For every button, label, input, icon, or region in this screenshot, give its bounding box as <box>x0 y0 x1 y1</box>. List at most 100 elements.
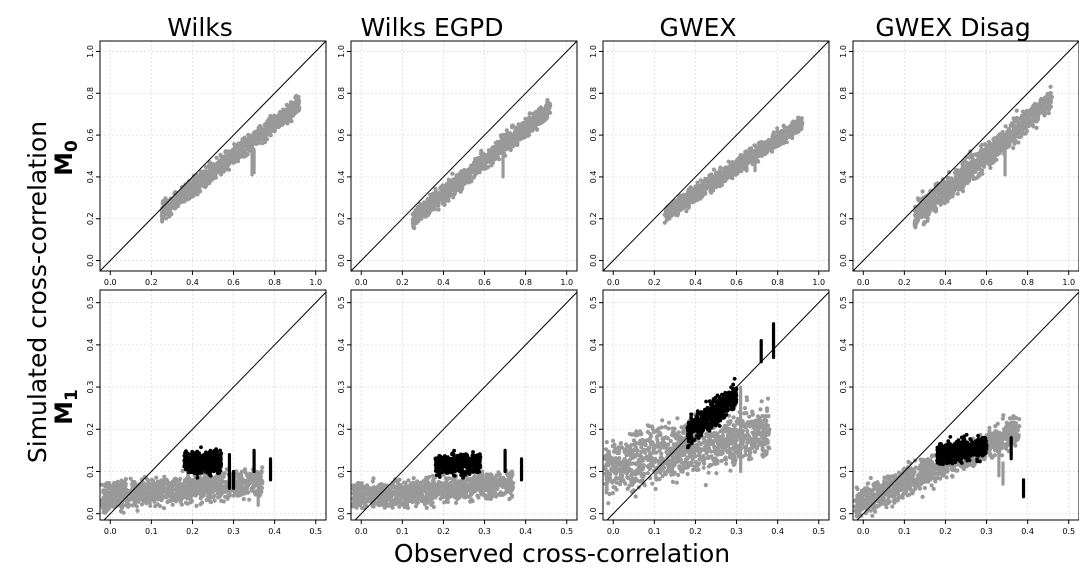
scatter-point <box>445 195 450 200</box>
column-title-gwex-disag: GWEX Disag <box>875 13 1030 42</box>
scatter-point <box>955 191 960 196</box>
scatter-point <box>960 161 965 166</box>
scatter-point <box>696 187 702 192</box>
scatter-point <box>259 137 264 142</box>
scatter-point <box>742 158 747 163</box>
scatter-point <box>432 193 437 198</box>
scatter-point <box>438 193 444 198</box>
scatter-point <box>1027 109 1032 114</box>
scatter-point <box>441 188 446 193</box>
scatter-point <box>445 186 450 191</box>
scatter-point <box>672 199 677 204</box>
row-label-m1-sub: 1 <box>62 389 82 401</box>
scatter-point <box>204 177 209 182</box>
scatter-point <box>287 115 293 120</box>
scatter-point <box>540 119 546 124</box>
scatter-point <box>469 179 474 184</box>
scatter-point <box>415 210 420 215</box>
scatter-point <box>166 206 171 211</box>
scatter-point <box>452 179 457 184</box>
scatter-point <box>198 171 203 176</box>
scatter-point <box>982 153 988 158</box>
scatter-point <box>1041 109 1046 114</box>
scatter-point <box>959 167 964 172</box>
scatter-point <box>489 163 494 168</box>
scatter-point <box>446 180 451 185</box>
scatter-point <box>242 149 248 154</box>
scatter-point <box>195 188 200 194</box>
scatter-point <box>207 162 212 167</box>
scatter-point <box>915 210 920 215</box>
scatter-point <box>291 102 296 107</box>
scatter-point <box>242 467 248 472</box>
scatter-point <box>465 177 470 182</box>
x-tick-label: 0.2 <box>396 278 409 287</box>
scatter-point <box>516 122 521 127</box>
scatter-point <box>987 162 992 167</box>
y-tick-label: 0.0 <box>589 254 598 267</box>
scatter-point <box>975 160 980 165</box>
scatter-point <box>460 174 465 179</box>
scatter-point <box>438 186 443 191</box>
scatter-point <box>676 199 681 204</box>
scatter-point <box>700 183 705 188</box>
point-layer <box>603 41 829 271</box>
scatter-point <box>475 156 480 161</box>
scatter-point <box>665 216 670 221</box>
scatter-point <box>218 152 223 157</box>
scatter-point <box>1046 111 1051 116</box>
scatter-point <box>954 170 959 175</box>
x-tick-label: 0.2 <box>145 278 158 287</box>
scatter-point <box>1048 84 1053 89</box>
scatter-point <box>268 113 273 119</box>
scatter-point <box>176 196 181 201</box>
scatter-point <box>492 151 497 156</box>
scatter-point <box>945 176 950 181</box>
scatter-point <box>949 176 954 181</box>
scatter-point <box>967 155 972 160</box>
scatter-point <box>707 173 712 178</box>
scatter-point <box>171 200 176 205</box>
y-tick-label: 0.6 <box>589 129 598 142</box>
scatter-point <box>1011 127 1016 133</box>
scatter-point <box>495 154 500 159</box>
scatter-point <box>997 140 1002 145</box>
scatter-point <box>680 196 685 201</box>
scatter-point <box>471 175 476 180</box>
y-tick-label: 0.2 <box>839 212 848 225</box>
scatter-point <box>986 146 991 151</box>
scatter-point <box>504 128 509 133</box>
scatter-point <box>688 185 693 190</box>
y-tick-label: 0.8 <box>589 87 598 100</box>
x-tick-label: 0.4 <box>186 278 199 287</box>
scatter-panel-2: 0.0 0.2 0.4 0.6 0.8 1.00.00.20.40.60.81.0 <box>337 40 578 287</box>
y-tick-label: 0.6 <box>337 129 346 142</box>
scatter-point <box>1042 113 1047 118</box>
x-tick-label: 0.0 <box>857 278 870 287</box>
y-tick-label: 0.2 <box>589 212 598 225</box>
scatter-point <box>184 184 189 189</box>
scatter-point <box>1014 108 1019 113</box>
scatter-point <box>459 169 464 174</box>
scatter-point <box>781 124 787 129</box>
x-tick-label: 0.4 <box>437 278 450 287</box>
scatter-point <box>234 152 239 157</box>
scatter-point <box>945 197 950 202</box>
scatter-point <box>1035 113 1040 118</box>
scatter-point <box>977 163 983 168</box>
scatter-point <box>253 129 258 134</box>
x-tick-label: 0.8 <box>268 278 281 287</box>
scatter-point <box>180 186 185 191</box>
scatter-point <box>237 141 242 146</box>
scatter-point <box>912 223 917 228</box>
scatter-point <box>1046 100 1051 105</box>
scatter-point <box>982 142 988 147</box>
scatter-point <box>517 128 522 133</box>
scatter-point <box>776 143 781 148</box>
scatter-point <box>504 143 509 148</box>
scatter-point <box>748 156 753 161</box>
scatter-point <box>160 219 165 224</box>
scatter-point <box>752 143 757 148</box>
scatter-point <box>695 198 700 203</box>
scatter-point <box>799 116 804 121</box>
